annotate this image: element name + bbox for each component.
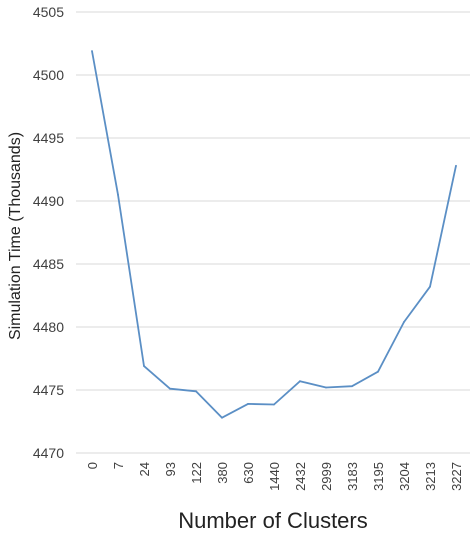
x-tick-label: 1440 <box>267 462 282 491</box>
data-point <box>247 402 249 405</box>
x-tick-label: 3213 <box>423 462 438 491</box>
data-point <box>403 321 405 323</box>
data-point <box>143 365 145 367</box>
y-tick-label: 4505 <box>33 4 64 20</box>
x-axis-label: Number of Clusters <box>178 508 368 533</box>
data-point <box>429 285 431 288</box>
y-tick-label: 4470 <box>33 445 64 461</box>
x-tick-label: 7 <box>111 462 126 469</box>
y-axis-label: Simulation Time (Thousands) <box>7 132 24 340</box>
x-tick-label: 630 <box>241 462 256 484</box>
y-tick-label: 4495 <box>33 130 64 146</box>
x-tick-label: 24 <box>137 462 152 476</box>
y-tick-label: 4500 <box>33 67 64 83</box>
x-tick-label: 2999 <box>319 462 334 491</box>
x-tick-label: 380 <box>215 462 230 484</box>
x-tick-label: 122 <box>189 462 204 484</box>
x-tick-label: 93 <box>163 462 178 476</box>
y-axis-ticks: 4470 4475 4480 4485 4490 4495 4500 4505 <box>33 4 64 461</box>
x-tick-label: 0 <box>85 462 100 469</box>
y-tick-label: 4490 <box>33 193 64 209</box>
x-tick-label: 3195 <box>371 462 386 491</box>
x-axis-ticks: 0 7 24 93 122 380 630 1440 2432 2999 3183 3195 3204 3… <box>85 462 464 491</box>
data-point <box>91 50 93 52</box>
x-tick-label: 2432 <box>293 462 308 491</box>
data-point <box>221 416 223 419</box>
data-point <box>117 193 119 196</box>
data-point <box>169 387 171 390</box>
series-layer <box>91 50 457 419</box>
y-tick-label: 4475 <box>33 382 64 398</box>
data-point <box>455 164 457 167</box>
data-point <box>195 390 197 393</box>
y-tick-label: 4480 <box>33 319 64 335</box>
gridlines <box>76 11 470 454</box>
series-line <box>91 50 457 419</box>
y-tick-label: 4485 <box>33 256 64 272</box>
data-point <box>299 380 301 383</box>
data-point <box>351 385 353 388</box>
x-tick-label: 3204 <box>397 462 412 491</box>
data-point <box>377 370 379 373</box>
data-point <box>273 403 275 406</box>
x-tick-label: 3183 <box>345 462 360 491</box>
x-tick-label: 3227 <box>449 462 464 491</box>
data-point <box>325 386 327 389</box>
